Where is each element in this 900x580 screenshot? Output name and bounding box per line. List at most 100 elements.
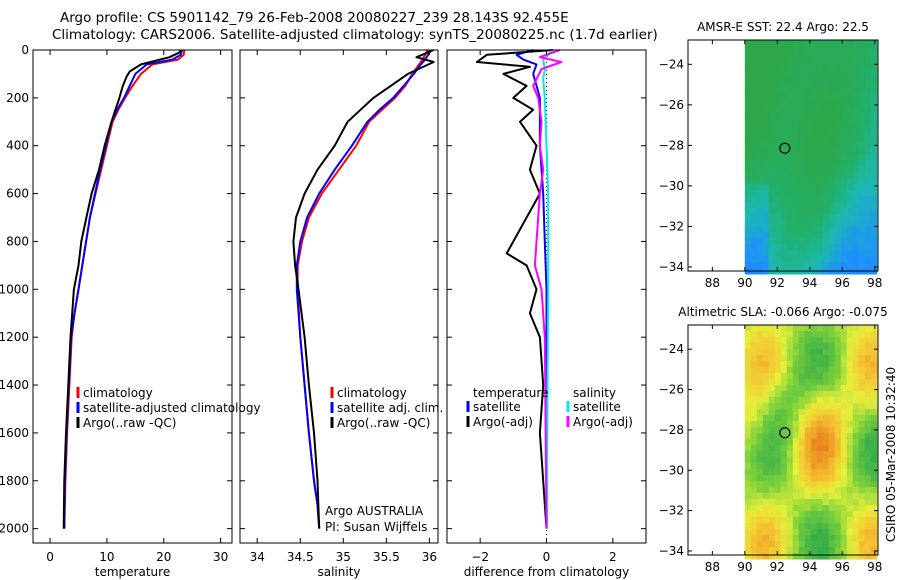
map-cell bbox=[870, 541, 878, 548]
map-cell bbox=[774, 154, 782, 161]
x-tick-label: 35 bbox=[336, 550, 351, 564]
map-cell bbox=[858, 523, 866, 530]
map-cell bbox=[744, 367, 752, 374]
map-cell bbox=[786, 397, 794, 404]
map-cell bbox=[828, 226, 836, 233]
map-cell bbox=[828, 469, 836, 476]
map-cell bbox=[864, 136, 872, 143]
map-cell bbox=[768, 154, 776, 161]
map-cell bbox=[840, 523, 848, 530]
map-cell bbox=[774, 421, 782, 428]
map-cell bbox=[804, 130, 812, 137]
map-cell bbox=[822, 541, 830, 548]
map-cell bbox=[840, 463, 848, 470]
map-cell bbox=[810, 379, 818, 386]
map-cell bbox=[756, 196, 764, 203]
map-cell bbox=[846, 124, 854, 131]
map-cell bbox=[798, 511, 806, 518]
map-cell bbox=[768, 220, 776, 227]
map-cell bbox=[828, 499, 836, 506]
map-cell bbox=[852, 52, 860, 59]
map-cell bbox=[858, 82, 866, 89]
map-cell bbox=[870, 409, 878, 416]
map-cell bbox=[834, 250, 842, 257]
map-cell bbox=[834, 391, 842, 398]
map-cell bbox=[846, 154, 854, 161]
map-cell bbox=[750, 82, 758, 89]
map-cell bbox=[804, 325, 812, 332]
map-cell bbox=[804, 367, 812, 374]
map-cell bbox=[762, 196, 770, 203]
map-cell bbox=[792, 343, 800, 350]
map-cell bbox=[834, 355, 842, 362]
map-cell bbox=[846, 220, 854, 227]
map-cell bbox=[810, 511, 818, 518]
map-cell bbox=[852, 349, 860, 356]
map-cell bbox=[822, 487, 830, 494]
map-cell bbox=[834, 541, 842, 548]
map-cell bbox=[864, 535, 872, 542]
map-cell bbox=[792, 547, 800, 554]
map-cell bbox=[858, 553, 866, 560]
map-cell bbox=[774, 142, 782, 149]
map-cell bbox=[768, 553, 776, 560]
map-cell bbox=[846, 343, 854, 350]
map-cell bbox=[810, 46, 818, 53]
map-cell bbox=[786, 160, 794, 167]
map-cell bbox=[756, 517, 764, 524]
map-cell bbox=[792, 88, 800, 95]
map-cell bbox=[750, 52, 758, 59]
annotation-argo-australia: Argo AUSTRALIA bbox=[325, 504, 424, 518]
map-cell bbox=[798, 52, 806, 59]
map-cell bbox=[852, 451, 860, 458]
map-x-tick-label: 92 bbox=[770, 560, 785, 574]
map-cell bbox=[762, 529, 770, 536]
map-cell bbox=[858, 124, 866, 131]
map-cell bbox=[852, 256, 860, 263]
map-cell bbox=[804, 94, 812, 101]
map-cell bbox=[840, 64, 848, 71]
map-cell bbox=[798, 262, 806, 269]
map-cell bbox=[822, 331, 830, 338]
map-cell bbox=[828, 142, 836, 149]
map-cell bbox=[762, 142, 770, 149]
map-cell bbox=[792, 385, 800, 392]
map-cell bbox=[846, 367, 854, 374]
map-cell bbox=[864, 499, 872, 506]
map-cell bbox=[756, 226, 764, 233]
map-cell bbox=[852, 220, 860, 227]
map-cell bbox=[822, 226, 830, 233]
map-cell bbox=[744, 82, 752, 89]
map-cell bbox=[756, 523, 764, 530]
map-cell bbox=[804, 349, 812, 356]
map-cell bbox=[744, 166, 752, 173]
map-cell bbox=[828, 523, 836, 530]
map-cell bbox=[792, 106, 800, 113]
map-cell bbox=[840, 136, 848, 143]
map-cell bbox=[774, 349, 782, 356]
map-cell bbox=[786, 238, 794, 245]
map-cell bbox=[804, 52, 812, 59]
map-cell bbox=[834, 160, 842, 167]
map-cell bbox=[864, 172, 872, 179]
map-cell bbox=[870, 94, 878, 101]
map-cell bbox=[750, 130, 758, 137]
map-cell bbox=[852, 463, 860, 470]
map-cell bbox=[798, 76, 806, 83]
map-cell bbox=[744, 403, 752, 410]
map-cell bbox=[756, 349, 764, 356]
map-cell bbox=[870, 439, 878, 446]
map-cell bbox=[804, 331, 812, 338]
map-cell bbox=[780, 421, 788, 428]
map-cell bbox=[786, 244, 794, 251]
map-cell bbox=[798, 94, 806, 101]
map-cell bbox=[786, 415, 794, 422]
map-cell bbox=[870, 184, 878, 191]
map-cell bbox=[804, 391, 812, 398]
map-cell bbox=[798, 238, 806, 245]
map-cell bbox=[798, 427, 806, 434]
map-cell bbox=[810, 40, 818, 47]
map-cell bbox=[828, 343, 836, 350]
map-cell bbox=[780, 391, 788, 398]
map-cell bbox=[756, 148, 764, 155]
